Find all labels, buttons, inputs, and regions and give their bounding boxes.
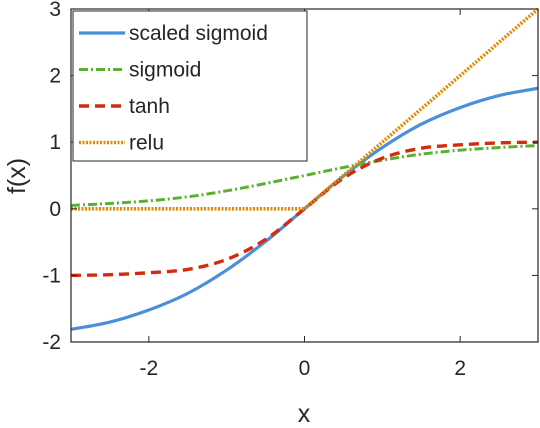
legend: scaled sigmoid sigmoid tanh relu: [72, 10, 308, 162]
y-tick-label: -2: [42, 331, 61, 354]
series-line-sigmoid: [70, 144, 539, 207]
y-tick-label: 2: [49, 65, 61, 88]
x-tick-label: 2: [454, 357, 466, 380]
x-tick-label: -2: [139, 357, 158, 380]
series-line-relu: [71, 7, 540, 211]
y-tick-label: 0: [49, 198, 61, 221]
legend-box: [72, 10, 308, 162]
series-line-tanh: [70, 140, 539, 278]
legend-label: relu: [129, 132, 164, 155]
series-layer: [70, 7, 540, 331]
y-axis-label: f(x): [3, 158, 31, 194]
y-tick-label: -1: [42, 264, 61, 287]
legend-label: sigmoid: [129, 59, 201, 82]
x-tick-label: 0: [299, 357, 311, 380]
series-line-scaled-sigmoid: [70, 86, 539, 331]
axes: -2 0 2 -2 -1 0 1 2 3: [42, 0, 539, 380]
y-tick-label: 3: [49, 0, 61, 21]
legend-label: scaled sigmoid: [129, 22, 268, 45]
y-tick-label: 1: [49, 131, 61, 154]
x-axis-label: x: [298, 400, 311, 428]
legend-label: tanh: [129, 95, 170, 118]
